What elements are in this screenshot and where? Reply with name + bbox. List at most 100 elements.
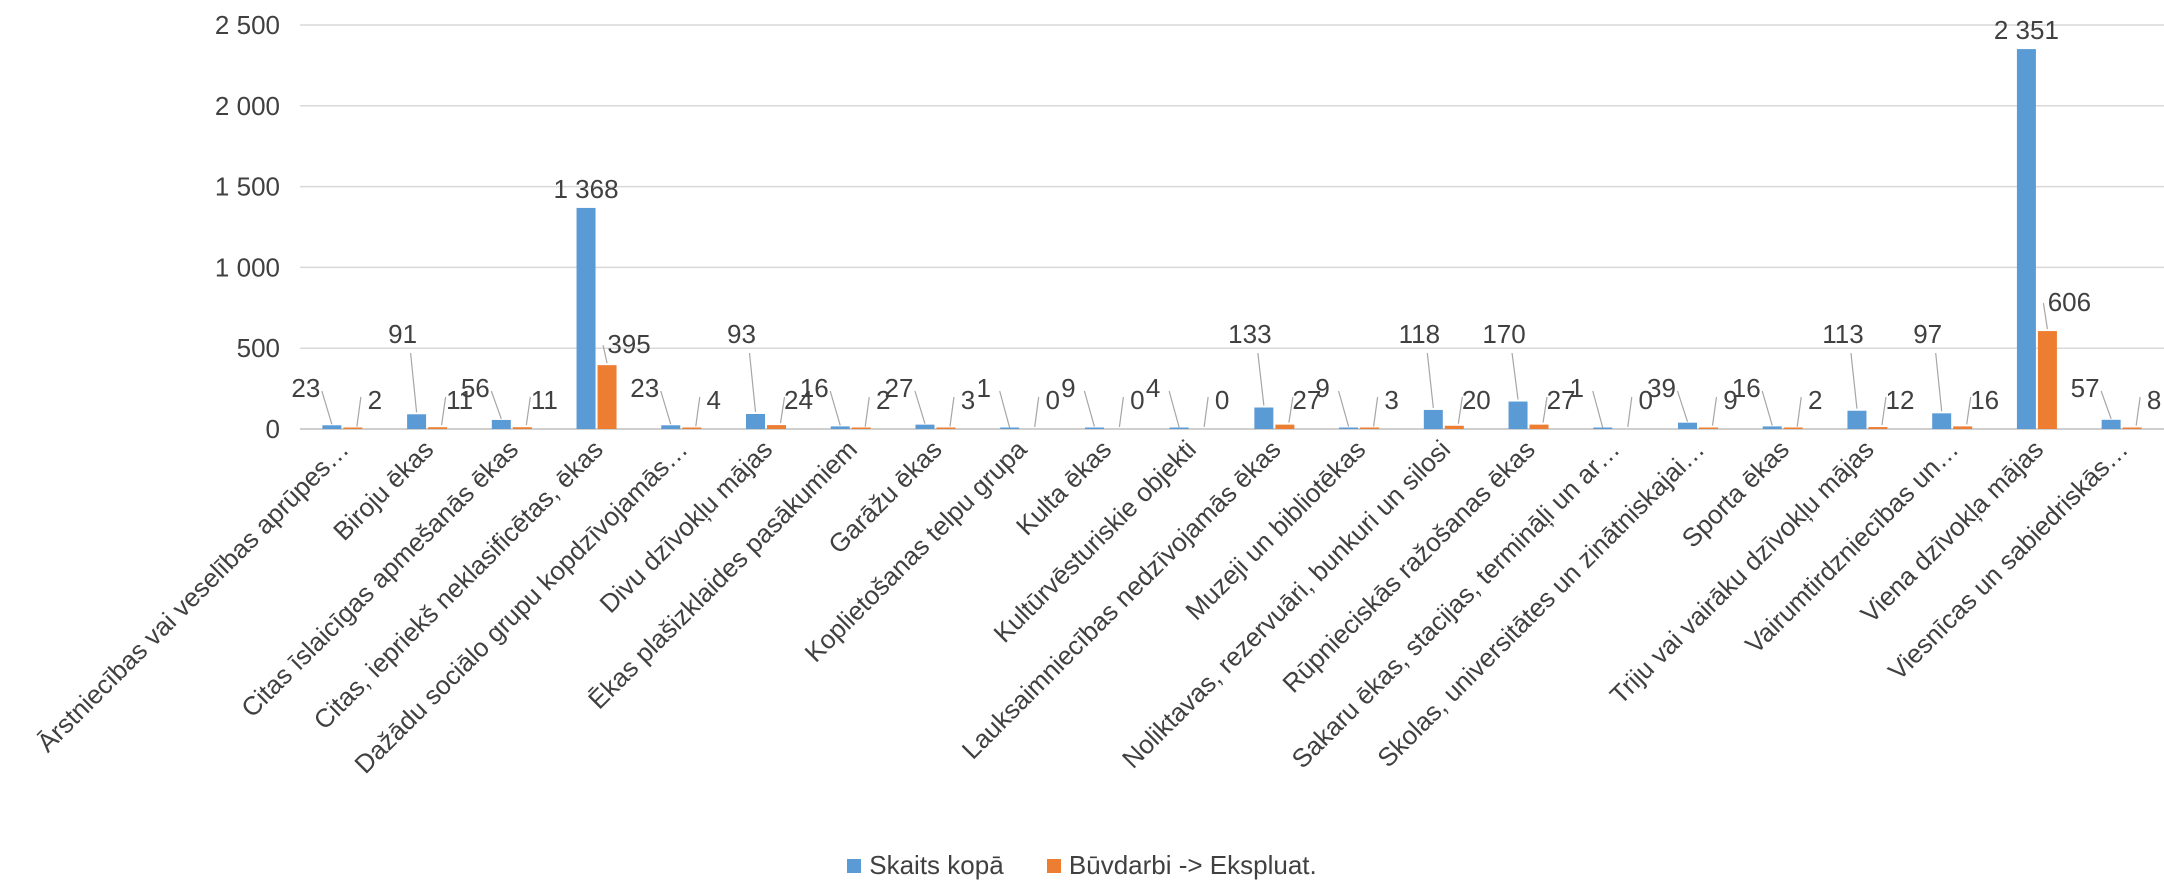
data-label-series-2: 3: [961, 385, 975, 415]
leader-line: [1426, 352, 1434, 408]
leader-line: [1850, 352, 1858, 409]
leader-line: [409, 352, 418, 413]
leader-line: [1511, 352, 1519, 400]
data-label-series-2: 2: [876, 385, 890, 415]
bar-series-2: [2122, 427, 2142, 429]
data-label-series-2: 4: [707, 385, 721, 415]
data-label-series-1: 170: [1482, 319, 1525, 349]
bar-series-1: [1339, 427, 1359, 429]
leader-line: [1881, 396, 1887, 426]
data-label-series-1: 1: [976, 373, 990, 403]
leader-line: [779, 396, 786, 424]
bar-series-1: [1169, 427, 1189, 429]
bar-series-2: [343, 427, 363, 429]
data-label-series-1: 16: [1732, 373, 1761, 403]
leader-line: [1168, 390, 1180, 428]
leader-line: [949, 396, 955, 427]
leader-line: [1457, 396, 1463, 424]
bar-series-1: [1000, 427, 1020, 429]
data-label-series-2: 0: [1639, 385, 1653, 415]
leader-line: [1935, 352, 1943, 412]
data-label-series-1: 4: [1146, 373, 1160, 403]
data-label-series-1: 56: [461, 373, 490, 403]
data-label-series-1: 9: [1315, 373, 1329, 403]
data-label-series-2: 20: [1462, 385, 1491, 415]
leader-line: [1034, 396, 1040, 428]
bar-series-2: [512, 427, 532, 429]
legend-item-series-2: Būvdarbi -> Ekspluat.: [1046, 850, 1317, 881]
bar-series-2: [1360, 427, 1380, 429]
bar-series-1: [2101, 419, 2121, 429]
bar-series-1: [1423, 409, 1443, 429]
data-label-series-1: 2 351: [1994, 15, 2059, 45]
bar-series-2: [682, 427, 702, 429]
leader-line: [2100, 390, 2112, 419]
leader-line: [490, 390, 502, 420]
data-label-series-2: 27: [1292, 385, 1321, 415]
data-label-series-2: 0: [1215, 385, 1229, 415]
data-label-series-2: 27: [1547, 385, 1576, 415]
leader-line: [602, 345, 608, 364]
data-label-series-1: 93: [727, 319, 756, 349]
bar-series-1: [2016, 49, 2036, 429]
leader-line: [440, 396, 447, 426]
bar-series-1: [576, 207, 596, 429]
data-label-series-1: 118: [1399, 319, 1440, 349]
bar-series-2: [597, 365, 617, 429]
data-label-series-2: 2: [1808, 385, 1822, 415]
leader-line: [525, 396, 531, 426]
data-label-series-1: 27: [884, 373, 913, 403]
bar-series-1: [322, 425, 342, 429]
leader-line: [1118, 396, 1125, 428]
leader-line: [695, 396, 701, 427]
legend-swatch-series-2: [1046, 859, 1061, 873]
data-label-series-1: 133: [1228, 319, 1271, 349]
leader-line: [1761, 390, 1773, 426]
y-tick-label: 1 000: [215, 252, 280, 282]
data-label-series-2: 395: [607, 329, 650, 359]
legend-item-series-1: Skaits kopā: [847, 850, 1004, 881]
leader-line: [1711, 396, 1718, 426]
bar-series-2: [1699, 427, 1718, 429]
data-label-series-2: 11: [446, 385, 473, 415]
bar-series-1: [491, 419, 511, 429]
data-label-series-2: 0: [1130, 385, 1144, 415]
leader-line: [1288, 396, 1294, 423]
data-label-series-2: 16: [1970, 385, 1999, 415]
y-tick-label: 0: [266, 414, 280, 444]
bar-series-2: [428, 427, 448, 429]
bar-series-2: [1783, 427, 1803, 429]
leader-line: [2135, 396, 2141, 426]
data-label-series-1: 113: [1822, 319, 1863, 349]
data-label-series-1: 91: [388, 319, 417, 349]
bar-series-2: [851, 427, 871, 429]
leader-line: [1796, 396, 1802, 427]
data-label-series-2: 24: [784, 385, 813, 415]
leader-line: [321, 390, 333, 425]
y-axis-ticks: 0 500 1 000 1 500 2 000 2 500: [215, 10, 280, 444]
bar-series-1: [915, 424, 935, 429]
data-label-series-1: 9: [1061, 373, 1075, 403]
data-label-series-2: 8: [2147, 385, 2161, 415]
data-label-series-2: 3: [1384, 385, 1398, 415]
leader-lines: [321, 302, 2141, 428]
data-label-series-1: 23: [291, 373, 320, 403]
legend: Skaits kopā Būvdarbi -> Ekspluat.: [0, 850, 2164, 881]
leader-line: [1676, 390, 1689, 422]
data-label-series-2: 606: [2048, 287, 2091, 317]
bar-series-2: [1868, 427, 1888, 429]
leader-line: [1203, 396, 1209, 428]
data-label-series-2: 11: [531, 385, 558, 415]
y-tick-label: 2 000: [215, 91, 280, 121]
x-axis-categories: Ārstniecības vai veselības aprūpes…Biroj…: [31, 434, 2134, 780]
bar-series-1: [1847, 410, 1867, 429]
bar-series-1: [1593, 427, 1613, 429]
data-label-series-2: 12: [1885, 385, 1914, 415]
y-tick-label: 1 500: [215, 172, 280, 202]
data-label-series-1: 97: [1913, 319, 1942, 349]
x-category-label: Ārstniecības vai veselības aprūpes…: [31, 434, 355, 758]
bar-series-1: [1678, 422, 1697, 429]
bar-series-1: [661, 425, 681, 429]
legend-label-series-1: Skaits kopā: [869, 850, 1004, 880]
